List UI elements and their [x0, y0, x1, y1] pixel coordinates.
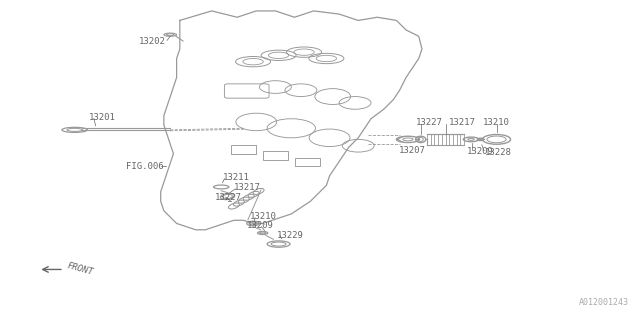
- Text: 13209: 13209: [467, 147, 494, 156]
- Text: 13201: 13201: [90, 113, 116, 122]
- Text: 13217: 13217: [234, 183, 261, 192]
- Text: 13211: 13211: [223, 173, 250, 182]
- Text: 13202: 13202: [138, 36, 165, 45]
- Bar: [262, 151, 288, 160]
- Text: 13227: 13227: [415, 118, 442, 127]
- Text: 13217: 13217: [449, 118, 476, 127]
- Text: 13229: 13229: [277, 231, 304, 240]
- Text: FIG.006: FIG.006: [125, 162, 163, 171]
- Text: 13210: 13210: [483, 118, 509, 127]
- Text: 13228: 13228: [485, 148, 512, 157]
- Text: 13209: 13209: [246, 221, 273, 230]
- Text: 13227: 13227: [215, 193, 242, 202]
- Text: 13207: 13207: [398, 146, 425, 155]
- Text: 13210: 13210: [250, 212, 276, 221]
- Bar: [231, 145, 256, 154]
- Text: A012001243: A012001243: [579, 298, 629, 307]
- Bar: [294, 158, 320, 166]
- Text: FRONT: FRONT: [67, 262, 95, 277]
